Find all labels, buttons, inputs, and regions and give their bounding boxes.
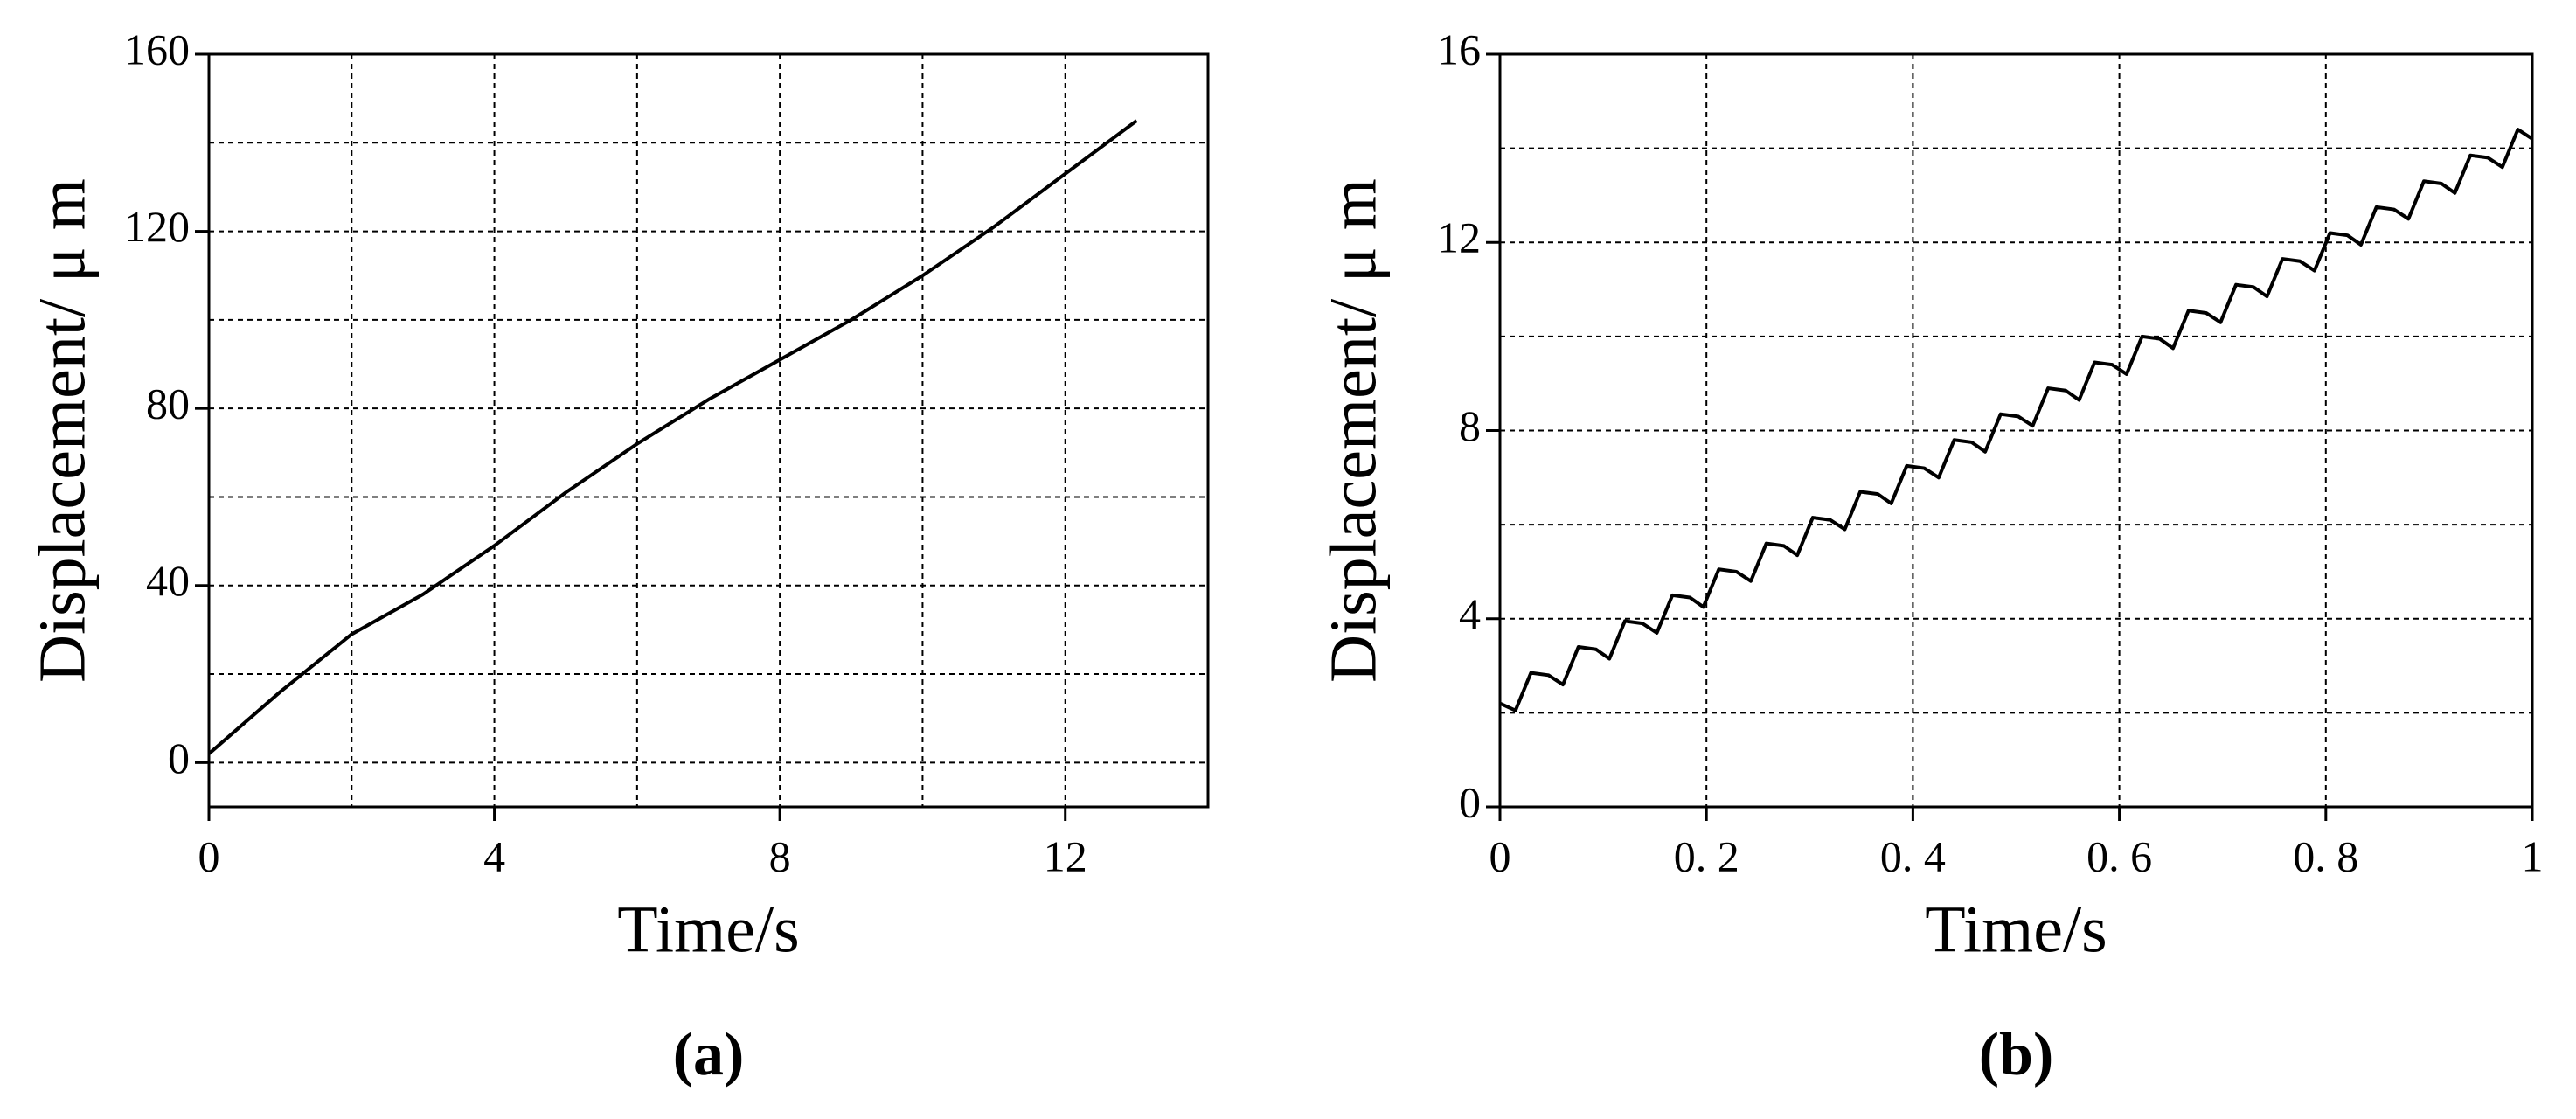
y-axis-label: Displacement/ μ m [1316, 178, 1390, 683]
y-tick-label: 4 [1459, 589, 1481, 638]
x-axis-label: Time/s [617, 893, 799, 966]
y-tick-label: 80 [146, 379, 190, 428]
x-tick-label: 1 [2522, 831, 2544, 880]
x-tick-label: 0. 2 [1674, 831, 1739, 880]
x-axis-label: Time/s [1925, 893, 2107, 966]
y-tick-label: 12 [1437, 213, 1481, 262]
x-tick-label: 8 [769, 831, 791, 880]
x-tick-label: 0 [198, 831, 220, 880]
x-tick-label: 0. 8 [2293, 831, 2358, 880]
y-tick-label: 120 [124, 202, 190, 251]
y-tick-label: 40 [146, 556, 190, 605]
x-tick-label: 0 [1489, 831, 1511, 880]
data-line [1499, 128, 2534, 712]
caption: (b) [1979, 1021, 2054, 1088]
y-tick-label: 8 [1459, 401, 1481, 450]
plot-frame [207, 52, 1210, 809]
x-tick-label: 4 [483, 831, 505, 880]
x-tick-label: 12 [1044, 831, 1087, 880]
x-tick-label: 0. 6 [2086, 831, 2152, 880]
y-axis-label: Displacement/ μ m [25, 178, 99, 683]
y-tick-label: 0 [1459, 777, 1481, 826]
data-line [207, 119, 1138, 755]
y-tick-label: 160 [124, 24, 190, 73]
x-tick-label: 0. 4 [1880, 831, 1946, 880]
caption: (a) [673, 1021, 745, 1088]
y-tick-label: 16 [1437, 24, 1481, 73]
y-tick-label: 0 [168, 733, 190, 782]
